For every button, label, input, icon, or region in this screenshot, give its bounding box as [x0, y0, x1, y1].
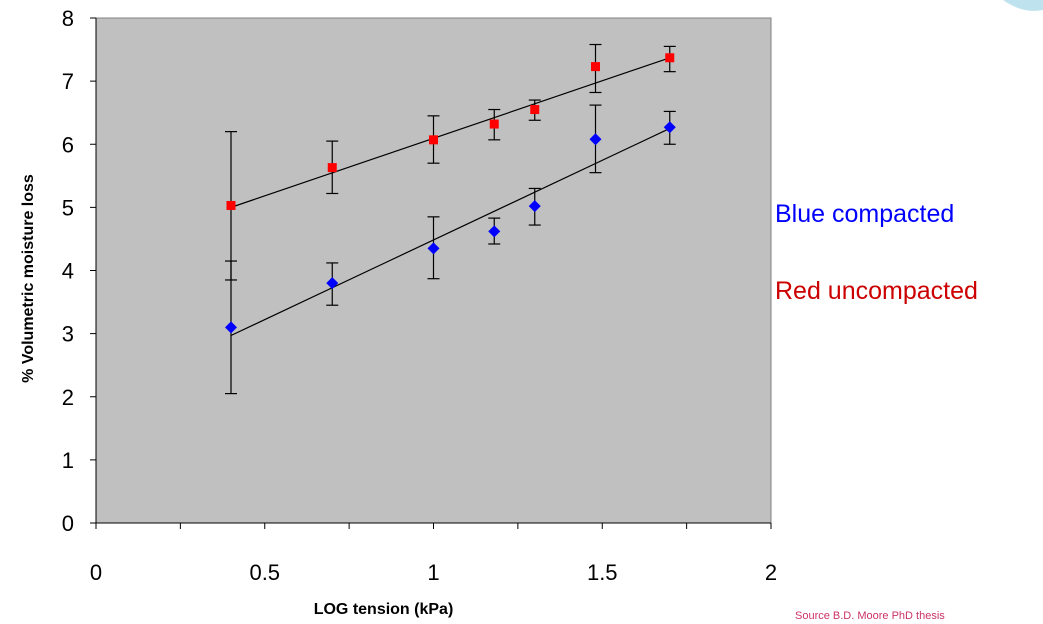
data-point — [663, 121, 676, 134]
source-note: Source B.D. Moore PhD thesis — [795, 610, 945, 622]
data-point — [589, 133, 602, 146]
data-point — [327, 163, 337, 173]
y-tick-label: 0 — [62, 511, 74, 536]
x-tick-label: 0.5 — [249, 560, 280, 585]
x-tick-label: 1.5 — [587, 560, 618, 585]
data-point — [528, 200, 541, 213]
y-tick-label: 3 — [62, 322, 74, 347]
trendline — [230, 57, 670, 208]
data-point — [489, 119, 499, 129]
legend-red-uncompacted: Red uncompacted — [775, 277, 978, 305]
data-point — [226, 200, 236, 210]
y-tick-label: 4 — [62, 259, 74, 284]
x-axis: 0 0.5 1 1.5 2 — [90, 522, 777, 585]
data-point — [665, 53, 675, 63]
data-point — [427, 242, 440, 255]
y-tick-label: 5 — [62, 195, 74, 220]
data-point — [530, 105, 540, 115]
series-blue — [225, 104, 676, 395]
trendline — [230, 127, 671, 337]
x-tick-label: 2 — [765, 560, 777, 585]
data-point — [429, 135, 438, 145]
y-axis: 0 1 2 3 4 5 6 7 8 — [62, 6, 97, 536]
data-point — [225, 321, 237, 334]
x-tick-label: 0 — [90, 560, 102, 585]
legend-blue-compacted: Blue compacted — [775, 200, 955, 228]
y-tick-label: 7 — [62, 69, 74, 94]
series-layer — [225, 43, 676, 395]
y-tick-label: 8 — [62, 6, 74, 31]
x-axis-title: LOG tension (kPa) — [314, 601, 454, 618]
y-tick-label: 2 — [62, 385, 74, 410]
series-red — [225, 43, 676, 281]
y-tick-label: 6 — [62, 132, 74, 157]
data-point — [326, 277, 339, 290]
y-axis-title: % Volumetric moisture loss — [20, 174, 37, 383]
data-point — [488, 225, 501, 238]
corner-decoration — [983, 0, 1043, 16]
data-point — [591, 62, 600, 72]
y-tick-label: 1 — [62, 448, 74, 473]
x-tick-label: 1 — [427, 560, 439, 585]
